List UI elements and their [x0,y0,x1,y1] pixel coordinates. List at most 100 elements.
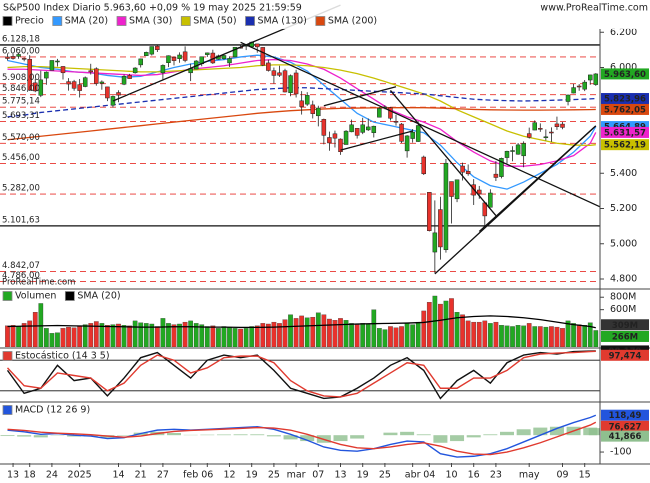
y-tick-label: 6.000 [610,62,637,73]
trend-line [240,41,600,208]
candle-body [421,156,426,175]
candle-body [393,121,399,123]
volume-bar [27,320,33,347]
volume-bar [238,328,243,347]
value-tag [601,93,649,105]
candle-body [449,181,454,197]
x-tick-label: 13 [334,470,346,481]
legend-swatch [2,351,13,361]
candle-body [271,70,277,76]
x-tick-label: 2025 [68,470,92,481]
volume-bar [504,325,510,347]
volume-bar [160,318,166,347]
histogram-bar [400,431,415,436]
candle-body [499,158,504,177]
candle-body [388,107,393,119]
candle-body [221,55,227,59]
volume-bar [487,323,493,347]
volume-bar [543,326,549,347]
x-tick-label: 25 [379,470,391,481]
candle-body [66,81,71,85]
x-tick-label: 10 [445,470,457,481]
level-label: 5.282,00 [2,184,40,194]
volume-bar [16,326,21,347]
volume-bar [576,324,582,347]
volume-bar [116,323,121,347]
candle-body [488,192,493,208]
volume-bar [265,323,271,347]
candle-body [366,126,371,131]
volume-bar [227,326,232,347]
y-tick-label: 5.200 [610,203,637,214]
volume-bar [121,325,127,347]
trend-line [478,125,597,232]
value-tag-label: 5.762,05 [604,105,646,115]
volume-bar [482,320,488,347]
x-tick-label: 23 [490,470,502,481]
volume-bar [593,330,599,347]
histogram-bar [433,435,448,443]
candle-body [277,72,282,76]
sma-line [7,54,597,190]
candle-body [332,133,338,139]
volume-bar [449,298,454,347]
indicator-line [7,414,597,458]
candle-body [538,128,543,130]
legend-swatch [2,405,13,415]
x-tick-label: mar [287,470,306,481]
x-tick-label: 12 [223,470,235,481]
legend-label: SMA (200) [328,16,377,27]
value-tag [601,139,649,151]
volume-bar [199,324,205,347]
x-tick-label: 27 [157,470,169,481]
volume-bar [177,323,182,347]
candle-body [543,136,549,139]
level-label: 4.786,00 [2,271,40,281]
volume-bar [44,328,49,347]
volume-bar [393,327,399,347]
level-label: 5.775,14 [2,97,40,107]
volume-bar [243,328,249,347]
candle-body [427,192,432,231]
volume-bar [321,314,327,347]
volume-bar [460,314,465,347]
histogram-bar [588,428,600,436]
volume-bar [188,320,193,347]
histogram-bar [383,432,398,436]
candle-body [554,123,560,127]
candle-body [404,135,410,152]
panel [5,295,599,347]
candle-body [338,138,343,153]
value-tag [601,330,649,342]
histogram-bar [516,429,531,436]
candle-body [260,47,266,66]
value-tag [601,126,649,138]
volume-bar [5,325,10,347]
candle-body [343,130,349,145]
y-tick-label: -100 [610,447,632,458]
level-label: 5.908,00 [2,73,40,83]
volume-bar [415,321,421,347]
candle-body [105,86,110,99]
legend-label: SMA (30) [129,16,172,27]
volume-bar [371,309,377,347]
histogram-bar [549,426,564,436]
value-tag-label: 266M [612,332,638,342]
candle-body [33,82,38,92]
volume-bar [21,323,27,347]
histogram-bar [200,434,215,436]
volume-bar [465,320,471,347]
value-tag [601,349,649,361]
value-tag-label: 97,474 [609,351,642,361]
volume-bar [249,326,255,347]
value-tag [601,68,649,80]
histogram-bar [33,435,48,438]
candle-body [410,131,415,139]
histogram-bar [500,431,514,436]
legend-label: SMA (50) [193,16,236,27]
x-tick-label: 09 [556,470,568,481]
volume-bar [105,325,110,347]
x-tick-label: 19 [246,470,258,481]
volume-bar [587,322,593,347]
candle-body [121,76,127,85]
